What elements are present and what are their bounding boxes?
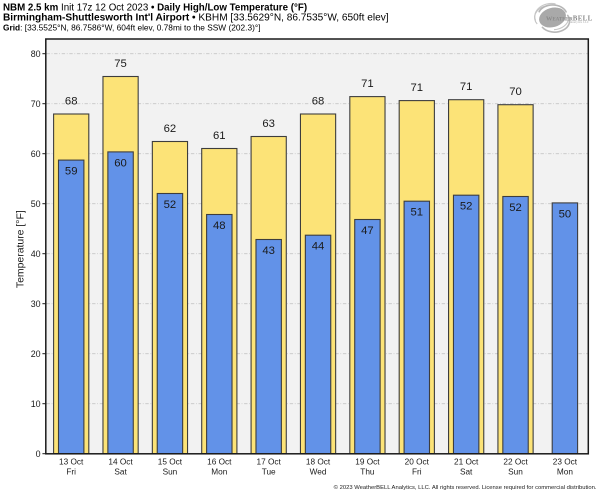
svg-text:Analytics LLC: Analytics LLC — [570, 21, 589, 24]
svg-text:50: 50 — [31, 199, 41, 209]
svg-text:Mon: Mon — [557, 467, 573, 476]
svg-text:14 Oct: 14 Oct — [108, 458, 133, 467]
svg-text:44: 44 — [312, 241, 325, 253]
svg-text:62: 62 — [164, 123, 177, 135]
svg-text:Sun: Sun — [163, 467, 178, 476]
svg-text:71: 71 — [460, 81, 473, 93]
svg-text:30: 30 — [31, 299, 41, 309]
svg-text:70: 70 — [31, 99, 41, 109]
svg-text:68: 68 — [65, 96, 78, 108]
svg-text:50: 50 — [559, 208, 572, 220]
svg-text:15 Oct: 15 Oct — [158, 458, 183, 467]
svg-text:71: 71 — [411, 82, 424, 94]
svg-text:17 Oct: 17 Oct — [257, 458, 282, 467]
svg-text:20: 20 — [31, 349, 41, 359]
svg-text:40: 40 — [31, 249, 41, 259]
svg-text:Tue: Tue — [262, 467, 276, 476]
svg-text:0: 0 — [36, 449, 41, 459]
svg-text:18 Oct: 18 Oct — [306, 458, 331, 467]
svg-text:59: 59 — [65, 166, 78, 178]
svg-text:Grid: [33.5525°N, 86.7586°W, 6: Grid: [33.5525°N, 86.7586°W, 604ft elev,… — [3, 22, 261, 32]
svg-text:60: 60 — [114, 157, 127, 169]
svg-text:60: 60 — [31, 149, 41, 159]
svg-text:16 Oct: 16 Oct — [207, 458, 232, 467]
svg-text:Fri: Fri — [412, 467, 422, 476]
svg-text:Fri: Fri — [66, 467, 76, 476]
svg-text:Temperature [°F]: Temperature [°F] — [15, 210, 26, 288]
svg-text:Thu: Thu — [360, 467, 375, 476]
svg-text:10: 10 — [31, 399, 41, 409]
svg-text:13 Oct: 13 Oct — [59, 458, 84, 467]
svg-text:© 2023 WeatherBELL Analytics,: © 2023 WeatherBELL Analytics, LLC. All r… — [334, 484, 597, 491]
svg-text:52: 52 — [164, 199, 177, 211]
svg-text:75: 75 — [114, 58, 127, 70]
svg-text:20 Oct: 20 Oct — [405, 458, 430, 467]
svg-text:19 Oct: 19 Oct — [355, 458, 380, 467]
svg-text:70: 70 — [509, 86, 522, 98]
svg-text:43: 43 — [262, 245, 275, 257]
svg-text:71: 71 — [361, 78, 374, 90]
svg-text:68: 68 — [312, 96, 325, 108]
svg-text:52: 52 — [460, 201, 473, 213]
svg-text:Sat: Sat — [114, 467, 127, 476]
svg-text:51: 51 — [411, 207, 424, 219]
svg-text:63: 63 — [262, 118, 275, 130]
svg-text:NBM 2.5 km Init 17z 12 Oct 202: NBM 2.5 km Init 17z 12 Oct 2023 • Daily … — [3, 3, 307, 14]
svg-text:52: 52 — [509, 202, 522, 214]
svg-text:23 Oct: 23 Oct — [553, 458, 578, 467]
svg-text:Birmingham-Shuttlesworth Int'l: Birmingham-Shuttlesworth Int'l Airport •… — [3, 12, 389, 23]
svg-text:80: 80 — [31, 49, 41, 59]
svg-text:Mon: Mon — [211, 467, 227, 476]
svg-text:22 Oct: 22 Oct — [503, 458, 528, 467]
svg-text:Wed: Wed — [310, 467, 327, 476]
svg-text:47: 47 — [361, 225, 374, 237]
svg-text:61: 61 — [213, 130, 226, 142]
svg-text:48: 48 — [213, 220, 226, 232]
svg-text:Sun: Sun — [508, 467, 523, 476]
svg-text:21 Oct: 21 Oct — [454, 458, 479, 467]
svg-text:WEATHERBELL: WEATHERBELL — [546, 15, 593, 22]
svg-text:Sat: Sat — [460, 467, 473, 476]
